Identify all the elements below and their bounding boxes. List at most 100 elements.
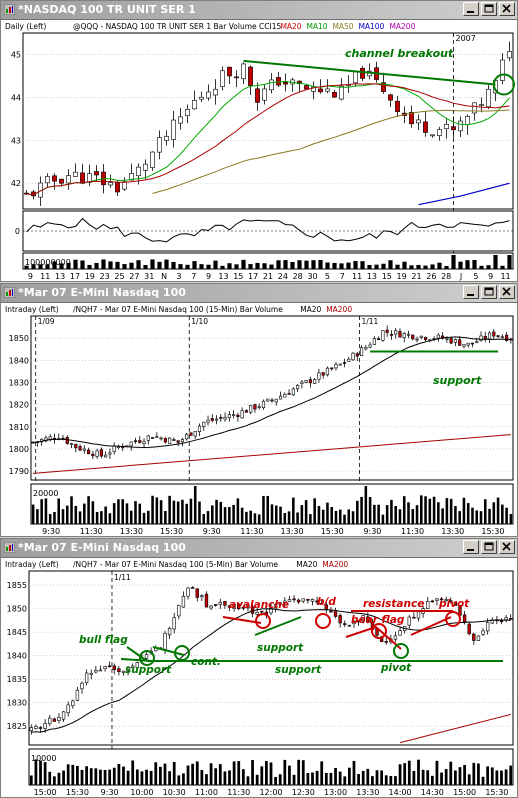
- x-tick-label: 11:30: [227, 788, 250, 797]
- candle-body: [449, 338, 453, 344]
- volume-bar: [262, 496, 265, 524]
- candle-body: [485, 622, 490, 632]
- candle-body: [270, 399, 274, 402]
- 15min-chart[interactable]: Intraday (Left) /NQH7 - Mar 07 E-Mini Nas…: [1, 302, 517, 536]
- volume-bar: [223, 507, 227, 524]
- volume-bar: [449, 498, 453, 524]
- y-tick-label: 1850: [9, 334, 29, 343]
- volume-bar: [296, 512, 299, 524]
- volume-bar: [274, 776, 277, 785]
- breakout-circle: [492, 73, 515, 96]
- x-tick-label: 15:30: [66, 788, 89, 797]
- x-tick-label: 15: [233, 272, 243, 281]
- volume-bar: [214, 768, 218, 785]
- candle-body: [466, 342, 470, 346]
- candle-body: [412, 616, 416, 619]
- chart-header: /NQH7 - Mar 07 E-Mini Nasdaq 100 (5-Min)…: [73, 560, 278, 569]
- candle-body: [131, 665, 135, 668]
- candle-body: [287, 393, 291, 395]
- x-tick-label: 10:30: [163, 788, 186, 797]
- volume-bar: [326, 502, 329, 524]
- candle-body: [364, 346, 368, 350]
- candle-body: [500, 59, 505, 81]
- 5min-chart[interactable]: Intraday (Left) /NQH7 - Mar 07 E-Mini Nas…: [1, 557, 517, 797]
- maximize-button[interactable]: [481, 285, 497, 299]
- volume-bar: [158, 766, 162, 785]
- x-tick-label: 21: [411, 272, 421, 281]
- candle-body: [59, 178, 64, 184]
- volume-bar: [249, 510, 252, 524]
- x-tick-label: 11: [352, 272, 362, 281]
- volume-bar: [463, 765, 466, 785]
- candle-body: [435, 598, 439, 601]
- candle-body: [220, 70, 225, 87]
- volume-bar: [155, 497, 159, 524]
- volume-bar: [71, 764, 75, 785]
- cci-scale-label: 0: [15, 227, 20, 236]
- candle-body: [437, 129, 442, 136]
- candle-body: [178, 116, 183, 124]
- candle-body: [445, 338, 449, 340]
- candle-body: [87, 173, 92, 183]
- daily-chart-window[interactable]: *NASDAQ 100 TR UNIT SER 1 Daily (Left) @Q…: [0, 0, 518, 282]
- annotation-text: b/d: [317, 596, 336, 608]
- maximize-button[interactable]: [481, 2, 497, 16]
- title-bar[interactable]: *Mar 07 E-Mini Nasdaq 100: [1, 284, 517, 303]
- volume-bar: [57, 772, 61, 785]
- candle-body: [276, 77, 281, 86]
- candle-body: [129, 441, 133, 447]
- candle-body: [342, 362, 347, 364]
- minimize-button[interactable]: [463, 285, 479, 299]
- annotation-circle: [445, 611, 461, 627]
- close-button[interactable]: [499, 540, 515, 554]
- candle-body: [339, 85, 344, 100]
- minimize-button[interactable]: [463, 540, 479, 554]
- candle-body: [195, 588, 199, 598]
- x-tick-label: J: [459, 272, 462, 281]
- volume-bar: [87, 264, 92, 269]
- candle-body: [398, 331, 402, 338]
- daily-chart[interactable]: Daily (Left) @QQQ - NASDAQ 100 TR UNIT SE…: [1, 19, 517, 281]
- candle-body: [416, 611, 421, 619]
- title-bar[interactable]: *NASDAQ 100 TR UNIT SER 1: [1, 1, 517, 20]
- volume-bar: [172, 761, 176, 785]
- volume-bar: [467, 774, 471, 785]
- volume-bar: [260, 766, 264, 785]
- legend-entry: MA20: [280, 22, 301, 31]
- minimize-button[interactable]: [463, 2, 479, 16]
- candle-body: [103, 666, 107, 670]
- candle-body: [278, 602, 282, 605]
- candle-body: [146, 435, 150, 441]
- title-bar[interactable]: *Mar 07 E-Mini Nasdaq 100: [1, 539, 517, 558]
- candle-body: [509, 618, 513, 620]
- candle-body: [496, 335, 500, 337]
- annotation-text: support: [125, 664, 172, 676]
- volume-bar: [150, 259, 155, 269]
- candle-body: [475, 341, 479, 343]
- annotation-text: pivot: [380, 662, 412, 674]
- chart-header: @QQQ - NASDAQ 100 TR UNIT SER 1 Bar Volu…: [73, 22, 281, 31]
- volume-bar: [428, 498, 432, 524]
- maximize-button[interactable]: [481, 540, 497, 554]
- candle-body: [255, 88, 260, 103]
- candle-body: [389, 334, 394, 336]
- close-button[interactable]: [499, 2, 515, 16]
- volume-bar: [304, 260, 309, 269]
- candle-body: [458, 339, 462, 346]
- volume-bar: [357, 774, 360, 785]
- 15min-chart-window[interactable]: *Mar 07 E-Mini Nasdaq 100 Intraday (Left…: [0, 283, 518, 537]
- candle-body: [227, 66, 232, 77]
- volume-bar: [172, 500, 176, 524]
- volume-bar: [31, 264, 36, 269]
- x-tick-label: 5: [473, 272, 478, 281]
- volume-bar: [83, 503, 86, 524]
- 5min-chart-window[interactable]: *Mar 07 E-Mini Nasdaq 100 Intraday (Left…: [0, 538, 518, 798]
- close-button[interactable]: [499, 285, 515, 299]
- candle-body: [470, 342, 475, 345]
- volume-bar: [367, 264, 372, 269]
- volume-bar: [430, 264, 435, 269]
- volume-bar: [465, 260, 470, 269]
- x-tick-label: 26: [426, 272, 436, 281]
- volume-bar: [330, 506, 333, 524]
- y-tick-label: 1840: [9, 356, 29, 365]
